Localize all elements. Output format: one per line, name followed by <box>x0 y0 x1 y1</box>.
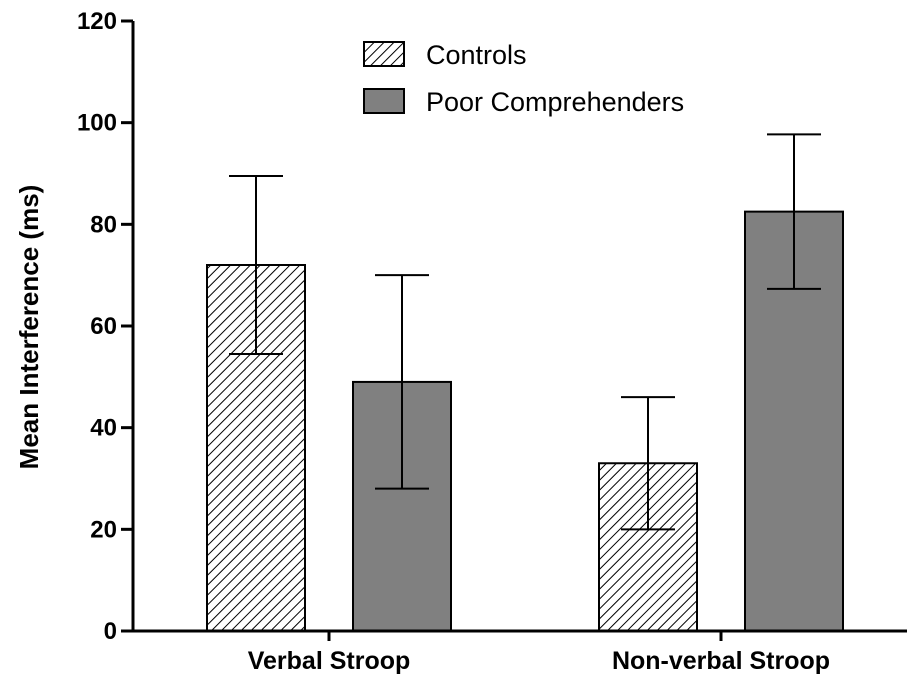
y-tick-label: 60 <box>90 313 117 340</box>
labels-layer: 0 20 40 60 80 100 120 Verbal Stroop Non-verbal S… <box>77 8 830 675</box>
bars-layer <box>206 133 844 632</box>
y-tick-label: 0 <box>104 618 117 645</box>
y-tick-label: 20 <box>90 516 117 543</box>
y-tick-label: 80 <box>90 211 117 238</box>
y-tick-label: 40 <box>90 415 117 442</box>
y-axis-title: Mean Interference (ms) <box>14 185 44 470</box>
legend-swatch <box>363 88 405 114</box>
axes-layer <box>121 19 907 641</box>
y-tick-label: 120 <box>77 8 117 35</box>
y-tick-label: 100 <box>77 110 117 137</box>
legend-label: Controls <box>426 40 527 70</box>
legend: Controls Poor Comprehenders <box>363 40 684 117</box>
legend-swatch <box>363 41 405 67</box>
x-category-label: Verbal Stroop <box>248 647 411 675</box>
legend-label: Poor Comprehenders <box>426 87 684 117</box>
x-category-label: Non-verbal Stroop <box>612 647 830 675</box>
